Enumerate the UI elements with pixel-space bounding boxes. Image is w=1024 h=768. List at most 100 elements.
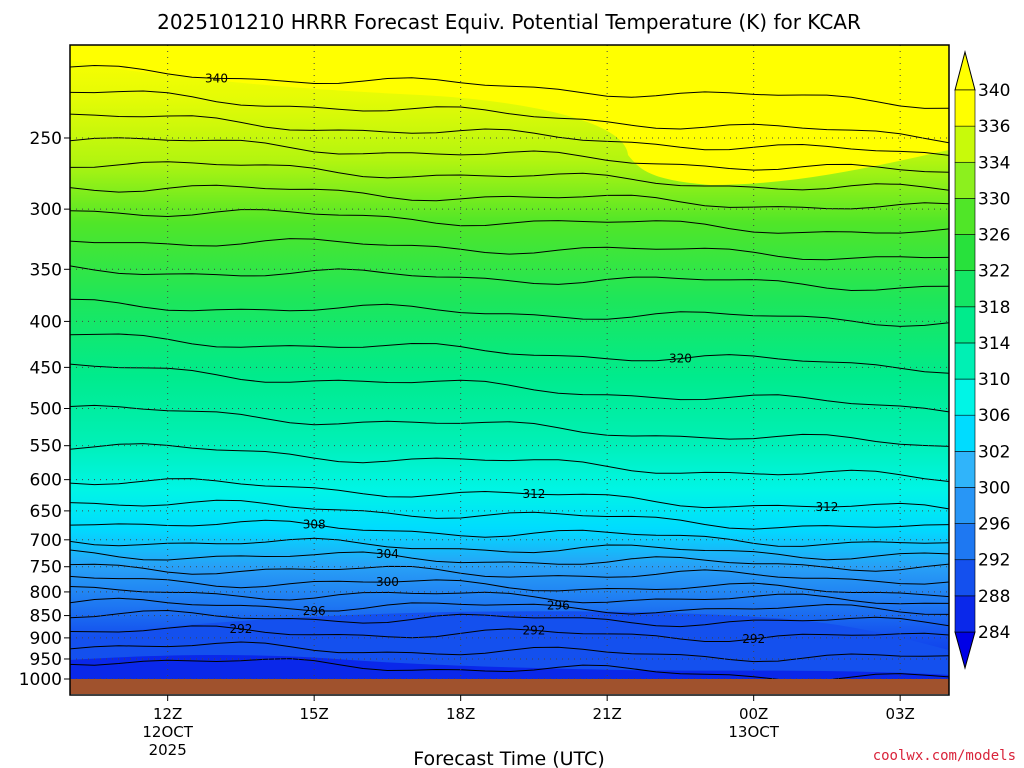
x-tick-sublabel: 12OCT — [142, 723, 193, 741]
contour-label: 320 — [669, 352, 692, 366]
colorbar-swatch — [954, 451, 976, 488]
colorbar-tick-label: 310 — [978, 370, 1010, 390]
plot-frame — [69, 44, 950, 696]
contour-line — [70, 113, 949, 156]
x-tick-sublabel: 2025 — [149, 741, 187, 759]
colorbar-tick-label: 296 — [978, 515, 1010, 535]
contour-line — [70, 298, 949, 327]
y-tick-label: 500 — [30, 399, 62, 419]
y-axis: 2503003504004505005506006507007508008509… — [19, 129, 70, 690]
contour-line — [70, 209, 949, 234]
contour-label: 308 — [303, 518, 326, 532]
credit-text: coolwx.com/models — [873, 748, 1016, 764]
grid-lines — [70, 45, 949, 680]
contour-label: 300 — [376, 575, 399, 589]
colorbar-swatch — [954, 342, 976, 380]
contour-label: 304 — [376, 547, 399, 561]
contour-line — [70, 404, 949, 447]
contour-lines — [70, 64, 949, 681]
contour-label: 312 — [815, 500, 838, 514]
x-tick-label: 03Z — [885, 705, 914, 723]
y-tick-label: 800 — [30, 583, 62, 603]
y-tick-label: 300 — [30, 200, 62, 220]
x-tick-label: 18Z — [446, 705, 475, 723]
colorbar-swatch — [954, 414, 976, 452]
y-tick-label: 550 — [30, 437, 62, 457]
colorbar-tick-label: 302 — [978, 442, 1010, 462]
colorbar-tick-label: 326 — [978, 226, 1010, 246]
colorbar-tick-label: 288 — [978, 587, 1010, 607]
colorbar-swatch — [954, 161, 976, 199]
y-tick-label: 900 — [30, 629, 62, 649]
colorbar-swatch — [954, 306, 976, 344]
colorbar-swatch — [954, 270, 976, 308]
x-tick-sublabel: 13OCT — [728, 723, 779, 741]
cold-pool-region — [70, 611, 949, 679]
contour-line — [70, 597, 949, 615]
y-tick-label: 850 — [30, 607, 62, 627]
contour-line — [70, 265, 949, 292]
contour-line — [70, 586, 949, 605]
contour-line — [70, 609, 949, 628]
contour-label: 292 — [522, 623, 545, 637]
contour-label: 340 — [205, 71, 228, 85]
x-tick-label: 00Z — [739, 705, 768, 723]
x-tick-label: 15Z — [299, 705, 328, 723]
colorbar-tick-label: 318 — [978, 298, 1010, 318]
y-tick-label: 1000 — [19, 670, 62, 690]
colorbar-tick-label: 340 — [978, 81, 1010, 101]
contour-line — [70, 238, 949, 261]
contour-line — [70, 641, 949, 663]
contour-line — [70, 161, 949, 191]
colorbar-swatch — [954, 89, 976, 127]
surface-ground — [70, 679, 949, 694]
contour-line — [70, 549, 949, 572]
x-tick-label: 21Z — [592, 705, 621, 723]
contour-label: 312 — [522, 487, 545, 501]
contour-line — [70, 184, 949, 210]
chart-title: 2025101210 HRRR Forecast Equiv. Potentia… — [157, 10, 861, 34]
contour-line — [70, 575, 949, 598]
colorbar-tick-label: 334 — [978, 153, 1010, 173]
x-axis-label: Forecast Time (UTC) — [413, 748, 604, 768]
colorbar-tick-label: 306 — [978, 406, 1010, 426]
y-tick-label: 600 — [30, 471, 62, 491]
y-tick-label: 450 — [30, 358, 62, 378]
x-tick-label: 12Z — [153, 705, 182, 723]
colorbar-swatch — [954, 234, 976, 271]
colorbar-tick-label: 284 — [978, 623, 1010, 643]
colorbar-swatch — [954, 595, 976, 633]
colorbar-swatch — [954, 198, 976, 235]
colorbar: 284 288 292 296 300 302 306 310 314 318 322 326 330 3… — [954, 50, 1010, 670]
y-tick-label: 350 — [30, 260, 62, 280]
contour-line — [70, 443, 949, 482]
colorbar-bottom-arrow — [954, 631, 976, 670]
colorbar-swatch — [954, 559, 976, 597]
contour-line — [70, 625, 949, 642]
contour-line — [70, 537, 949, 561]
contour-line — [70, 90, 949, 144]
colorbar-tick-label: 330 — [978, 189, 1010, 209]
contour-line — [70, 64, 949, 109]
colorbar-tick-label: 314 — [978, 334, 1010, 354]
contour-label: 296 — [303, 604, 326, 618]
colorbar-tick-label: 322 — [978, 262, 1010, 282]
contour-line — [70, 333, 949, 374]
colorbar-swatch — [954, 523, 976, 561]
y-tick-label: 750 — [30, 558, 62, 578]
colorbar-swatch — [954, 487, 976, 524]
y-tick-label: 950 — [30, 650, 62, 670]
colorbar-top-arrow — [954, 50, 976, 91]
contour-label: 296 — [547, 599, 570, 613]
cold-pool-low — [70, 655, 949, 679]
contour-line — [70, 519, 949, 547]
contour-label: 292 — [229, 622, 252, 636]
contour-line — [70, 499, 949, 530]
y-tick-label: 650 — [30, 502, 62, 522]
contour-line — [70, 137, 949, 173]
contour-line — [70, 563, 949, 585]
colorbar-tick-label: 292 — [978, 551, 1010, 571]
